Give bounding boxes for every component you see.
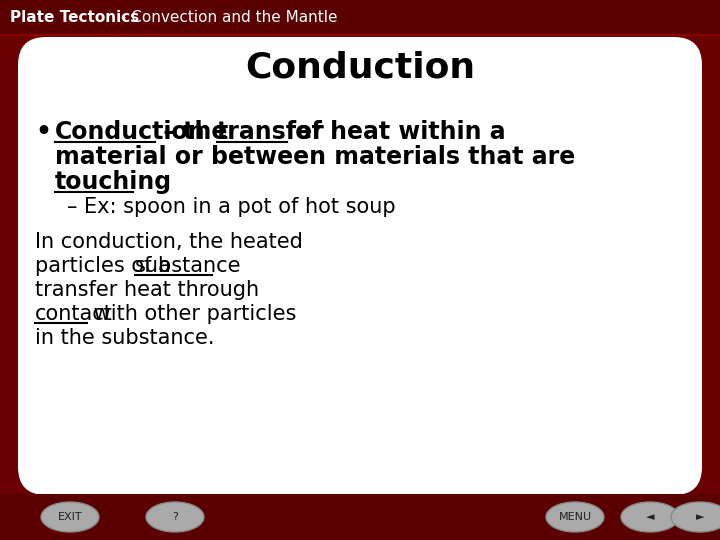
FancyBboxPatch shape	[0, 494, 720, 540]
Ellipse shape	[41, 502, 99, 532]
Text: Conduction: Conduction	[245, 50, 475, 84]
Text: - Convection and the Mantle: - Convection and the Mantle	[117, 10, 338, 25]
Text: substance: substance	[135, 256, 241, 276]
Text: transfer heat through: transfer heat through	[35, 280, 259, 300]
Text: in the substance.: in the substance.	[35, 328, 215, 348]
Ellipse shape	[671, 502, 720, 532]
Text: MENU: MENU	[559, 512, 592, 522]
Text: particles of a: particles of a	[35, 256, 178, 276]
Text: contact: contact	[35, 304, 113, 324]
Text: touching: touching	[55, 170, 172, 194]
Text: ►: ►	[696, 512, 704, 522]
FancyBboxPatch shape	[18, 37, 702, 495]
Text: Plate Tectonics: Plate Tectonics	[10, 10, 139, 25]
Text: ◄: ◄	[646, 512, 654, 522]
Text: – Ex: spoon in a pot of hot soup: – Ex: spoon in a pot of hot soup	[67, 197, 395, 217]
Text: •: •	[35, 120, 51, 144]
Ellipse shape	[146, 502, 204, 532]
Text: EXIT: EXIT	[58, 512, 82, 522]
Text: In conduction, the heated: In conduction, the heated	[35, 232, 303, 252]
Text: Conduction: Conduction	[55, 120, 206, 144]
Ellipse shape	[621, 502, 679, 532]
Ellipse shape	[546, 502, 604, 532]
Text: transfer: transfer	[217, 120, 325, 144]
Text: ?: ?	[172, 512, 178, 522]
FancyBboxPatch shape	[0, 0, 720, 35]
Text: of heat within a: of heat within a	[287, 120, 505, 144]
Text: – the: – the	[155, 120, 235, 144]
Text: material or between materials that are: material or between materials that are	[55, 145, 575, 169]
Text: with other particles: with other particles	[87, 304, 297, 324]
